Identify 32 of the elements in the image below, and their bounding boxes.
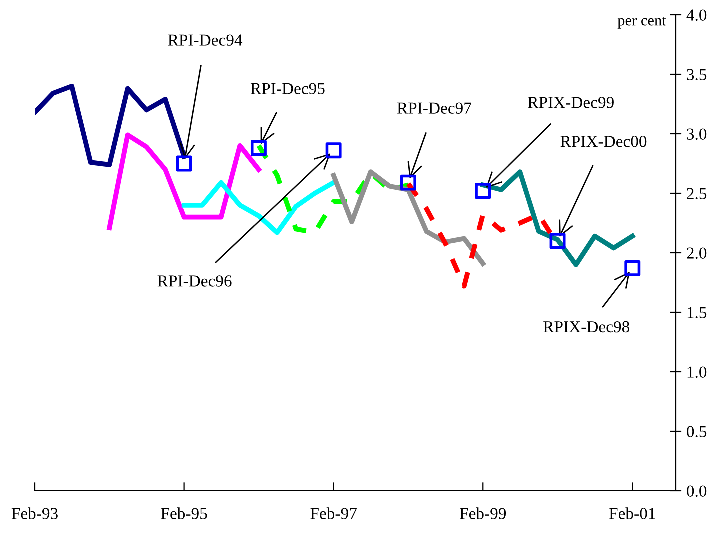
x-tick-label: Feb-01 bbox=[610, 508, 656, 520]
line-series bbox=[107, 132, 262, 230]
line-series bbox=[182, 180, 336, 236]
annotation: RPI-Dec95 bbox=[250, 83, 325, 94]
y-tick-label: 2.0 bbox=[687, 248, 707, 260]
y-tick-label: 4.0 bbox=[686, 10, 707, 22]
annotation: RPI-Dec96 bbox=[158, 276, 232, 287]
x-tick-label: Feb-97 bbox=[310, 508, 357, 520]
x-tick-label: Feb-95 bbox=[161, 508, 208, 520]
point bbox=[400, 174, 416, 191]
y-tick-label: 3.0 bbox=[687, 128, 707, 140]
annotation: RPIX-Dec99 bbox=[528, 97, 614, 108]
point bbox=[550, 233, 566, 250]
point bbox=[624, 260, 641, 276]
x-tick-label: Feb-99 bbox=[460, 508, 506, 520]
line-series bbox=[331, 170, 486, 266]
y-axis-title: per cent bbox=[618, 17, 666, 29]
point bbox=[475, 183, 492, 200]
y-tick-label: 1.0 bbox=[688, 366, 707, 378]
y-tick-label: 3.5 bbox=[687, 69, 707, 81]
point bbox=[326, 142, 342, 159]
y-tick-label: 0.0 bbox=[687, 486, 707, 498]
annotation: RPIX-Dec98 bbox=[544, 321, 630, 333]
annotation: RPI-Dec94 bbox=[168, 34, 243, 46]
y-tick-label: 0.5 bbox=[687, 426, 707, 438]
annotation: RPI-Dec97 bbox=[397, 102, 472, 114]
y-tick-label: 2.5 bbox=[687, 188, 707, 200]
x-tick-label: Feb-93 bbox=[12, 508, 58, 520]
point bbox=[250, 140, 267, 156]
annotation: RPIX-Dec00 bbox=[560, 136, 647, 148]
point bbox=[176, 156, 192, 172]
y-tick-label: 1.5 bbox=[688, 307, 707, 319]
